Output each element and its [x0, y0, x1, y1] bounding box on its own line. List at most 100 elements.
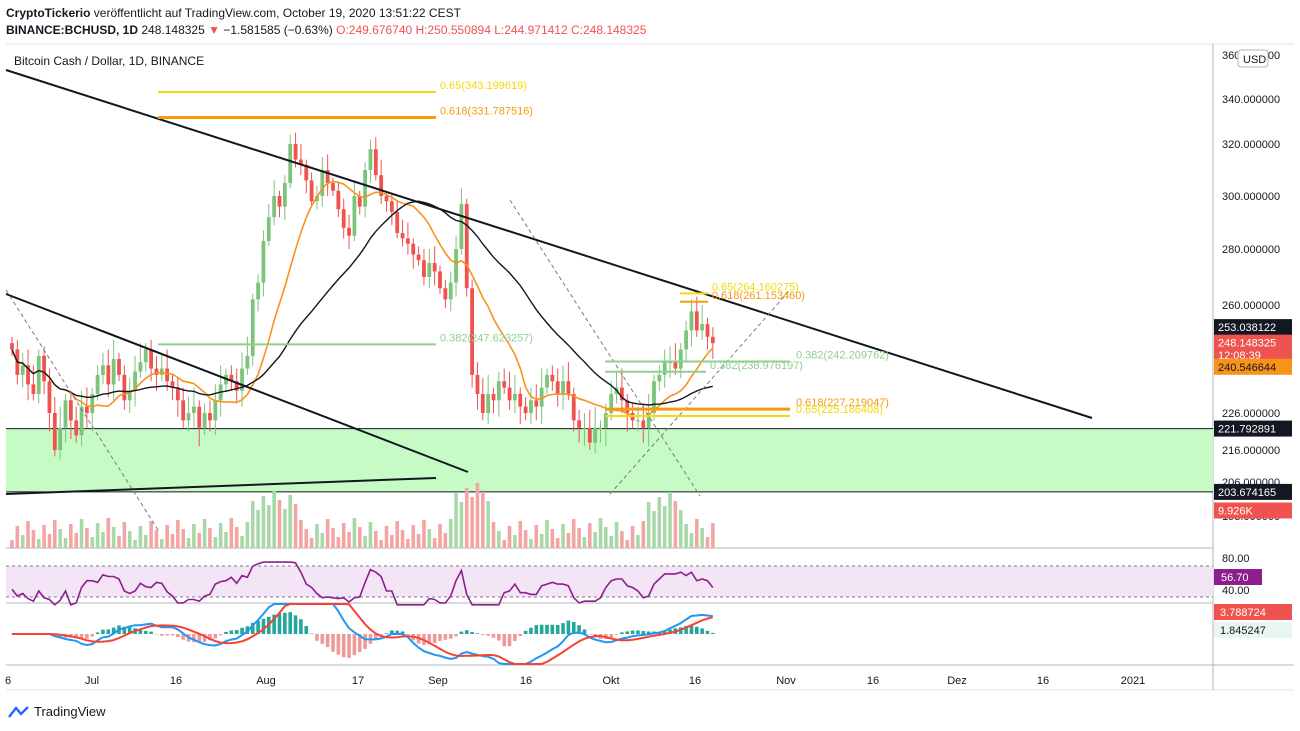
volume-bar [111, 527, 116, 548]
macd-bar [208, 634, 212, 641]
macd-bar [90, 634, 95, 637]
candle-body [625, 400, 630, 413]
volume-bar [539, 534, 544, 548]
volume-bar [85, 528, 89, 548]
macd-bar [79, 634, 84, 639]
candle-body [90, 393, 95, 413]
candle-body [641, 420, 646, 428]
candle-body [74, 420, 79, 436]
macd-bar [374, 634, 378, 640]
volume-bar [646, 502, 651, 548]
fib-level-label: 0.382(247.623257) [440, 332, 533, 344]
candle-body [68, 400, 73, 421]
volume-bar [555, 538, 560, 548]
price-label: 248.148325 [1218, 338, 1276, 350]
volume-bar [470, 497, 474, 548]
price-label: 203.674165 [1218, 487, 1276, 499]
volume-bar [176, 520, 180, 548]
macd-bar [149, 631, 153, 634]
fib-level-label: 0.382(238.976197) [710, 360, 803, 372]
candle-body [240, 368, 244, 391]
candle-body [101, 365, 105, 375]
volume-bar [438, 524, 442, 548]
time-tick-label: Aug [256, 675, 276, 687]
volume-bar [106, 518, 111, 548]
candle-body [518, 393, 523, 407]
macd-bar [641, 631, 646, 634]
currency-badge [1237, 49, 1269, 68]
candle-body [587, 427, 592, 443]
author-name[interactable]: CryptoTickerio [6, 6, 91, 20]
price-label-bg [1214, 334, 1292, 351]
volume-bar [443, 533, 448, 548]
macd-bar [229, 630, 234, 634]
volume-bar [432, 538, 437, 548]
macd-histogram [10, 612, 715, 658]
volume-bar [186, 538, 191, 548]
candle-body [122, 374, 127, 401]
volume-bar [518, 521, 523, 548]
volume-bar [464, 488, 469, 548]
volume-bar [636, 535, 640, 548]
volume-bar [641, 521, 646, 548]
rsi-level-label: 40.00 [1222, 585, 1250, 597]
macd-label-bg [1214, 622, 1292, 638]
time-tick-label: 16 [689, 675, 701, 687]
macd-bar [609, 634, 613, 638]
candle-body [336, 190, 341, 210]
macd-bar [646, 631, 651, 634]
candle-body [539, 387, 544, 407]
candle-body [550, 374, 555, 382]
tradingview-logo[interactable]: TradingView [8, 704, 106, 719]
macd-bar [523, 630, 528, 634]
volume-bar [101, 532, 105, 548]
volume-bar [513, 535, 517, 548]
time-tick-label: 16 [170, 675, 182, 687]
volume-bar [678, 510, 683, 548]
candle-body [111, 359, 116, 385]
macd-bar [711, 632, 715, 634]
volume-bar [481, 492, 485, 548]
volume-bar [523, 530, 528, 548]
candle-body [700, 324, 705, 331]
time-tick-label: 16 [867, 675, 879, 687]
rsi-line [11, 561, 714, 606]
candle-body [400, 233, 405, 239]
volume-bar [545, 520, 549, 548]
macd-bar [582, 629, 587, 634]
macd-bar [513, 634, 517, 641]
dashed-channel-1 [5, 289, 159, 531]
macd-bar [250, 622, 255, 634]
candle-body [170, 381, 175, 388]
volume-bar [395, 521, 399, 548]
volume-bar [529, 539, 533, 548]
candle-body [299, 159, 303, 165]
macd-bar [218, 634, 223, 636]
candle-body [261, 241, 266, 283]
candle-body [379, 175, 384, 196]
volume-bar [534, 525, 539, 548]
candle-body [523, 406, 528, 413]
macd-bar [614, 634, 619, 635]
volume-bar [58, 529, 62, 548]
macd-bar [636, 630, 640, 634]
candle-body [79, 406, 84, 436]
candle-body [357, 196, 362, 207]
candle-body [277, 196, 282, 207]
macd-bar [700, 628, 704, 634]
candle-body [154, 368, 159, 375]
volume-bar [668, 492, 672, 548]
volume-bar [15, 526, 20, 548]
candle-body [331, 183, 335, 191]
macd-bar [464, 630, 469, 634]
volume-bar [368, 522, 373, 548]
fib-level-label: 0.618(227.219047) [796, 397, 889, 409]
macd-bar [539, 624, 544, 634]
candle-body [363, 170, 367, 207]
volume-bar [459, 502, 464, 548]
candle-body [63, 400, 68, 428]
macd-bar [111, 627, 116, 634]
candle-body [245, 355, 250, 369]
volume-bar [400, 530, 405, 548]
